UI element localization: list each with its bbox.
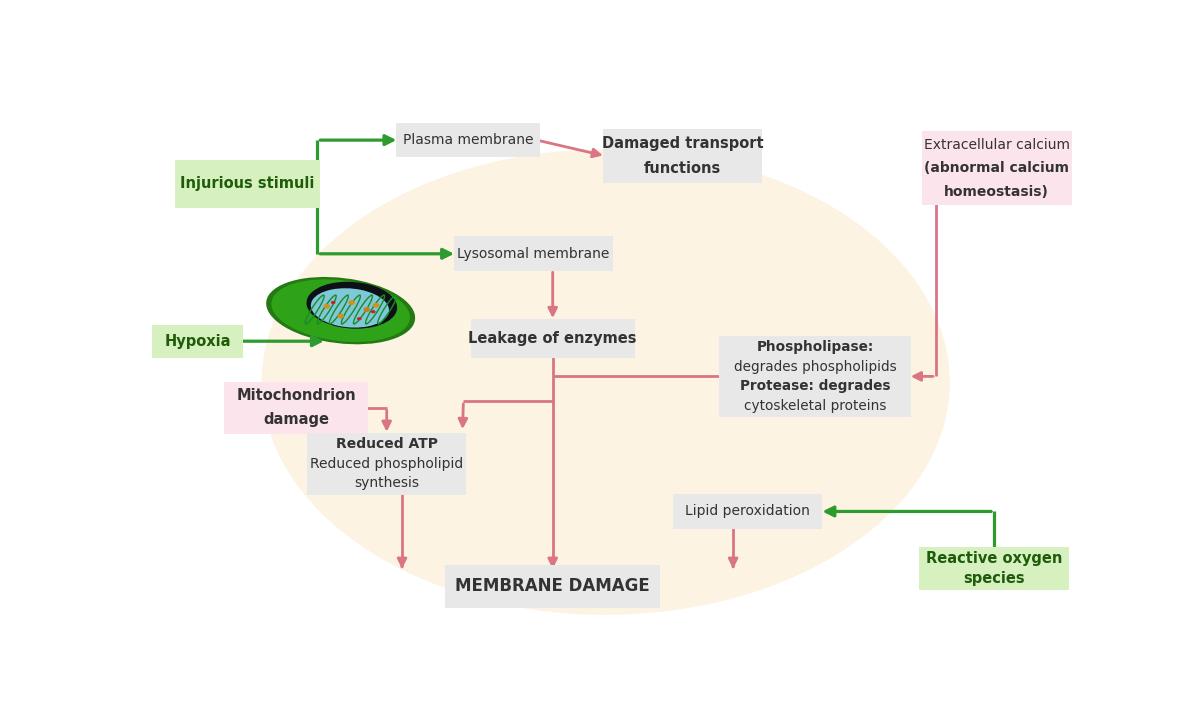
FancyBboxPatch shape	[922, 131, 1072, 205]
FancyBboxPatch shape	[396, 123, 540, 157]
Text: species: species	[964, 572, 1025, 586]
Text: MEMBRANE DAMAGE: MEMBRANE DAMAGE	[455, 577, 649, 595]
Text: functions: functions	[643, 162, 721, 176]
Ellipse shape	[371, 310, 376, 314]
Text: Protease: degrades: Protease: degrades	[739, 379, 890, 393]
FancyBboxPatch shape	[919, 547, 1069, 591]
Text: Reduced ATP: Reduced ATP	[336, 437, 438, 451]
FancyBboxPatch shape	[445, 565, 660, 608]
Text: damage: damage	[263, 412, 329, 427]
FancyBboxPatch shape	[602, 129, 762, 183]
Text: degrades phospholipids: degrades phospholipids	[733, 360, 896, 373]
FancyBboxPatch shape	[470, 319, 635, 358]
Text: Injurious stimuli: Injurious stimuli	[180, 176, 314, 191]
FancyBboxPatch shape	[454, 236, 613, 271]
Text: Lipid peroxidation: Lipid peroxidation	[685, 505, 810, 518]
Ellipse shape	[364, 307, 370, 312]
FancyBboxPatch shape	[175, 160, 320, 208]
Ellipse shape	[356, 317, 361, 321]
Text: Plasma membrane: Plasma membrane	[403, 133, 533, 147]
Ellipse shape	[373, 303, 379, 308]
Ellipse shape	[266, 277, 415, 344]
Text: Leakage of enzymes: Leakage of enzymes	[468, 331, 637, 346]
Text: Reduced phospholipid: Reduced phospholipid	[310, 457, 463, 471]
Text: Extracellular calcium: Extracellular calcium	[924, 138, 1069, 152]
Ellipse shape	[337, 314, 344, 318]
Ellipse shape	[262, 149, 950, 615]
Ellipse shape	[311, 288, 389, 328]
Text: Lysosomal membrane: Lysosomal membrane	[457, 247, 610, 261]
Text: Reactive oxygen: Reactive oxygen	[925, 551, 1062, 566]
Ellipse shape	[331, 301, 336, 304]
Ellipse shape	[348, 300, 355, 305]
Text: Mitochondrion: Mitochondrion	[236, 388, 356, 403]
Text: Phospholipase:: Phospholipase:	[756, 340, 874, 354]
Text: (abnormal calcium: (abnormal calcium	[924, 161, 1069, 175]
FancyBboxPatch shape	[224, 382, 367, 434]
Ellipse shape	[271, 279, 410, 342]
Text: Hypoxia: Hypoxia	[164, 334, 230, 349]
Ellipse shape	[306, 282, 397, 329]
FancyBboxPatch shape	[719, 335, 911, 418]
Text: synthesis: synthesis	[354, 477, 419, 490]
Text: cytoskeletal proteins: cytoskeletal proteins	[744, 399, 886, 413]
FancyBboxPatch shape	[307, 433, 466, 495]
Text: Damaged transport: Damaged transport	[601, 136, 763, 150]
FancyBboxPatch shape	[152, 325, 242, 358]
FancyBboxPatch shape	[673, 494, 822, 529]
Ellipse shape	[324, 304, 330, 309]
Text: homeostasis): homeostasis)	[944, 185, 1049, 199]
